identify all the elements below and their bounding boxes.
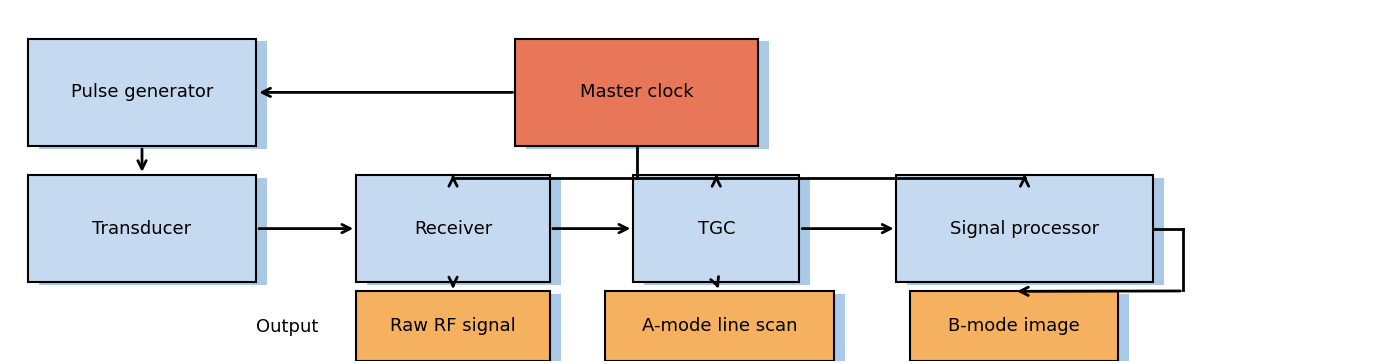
FancyBboxPatch shape xyxy=(910,291,1118,361)
FancyBboxPatch shape xyxy=(516,39,758,146)
Text: TGC: TGC xyxy=(697,219,734,238)
Text: Transducer: Transducer xyxy=(92,219,192,238)
FancyBboxPatch shape xyxy=(367,178,561,285)
FancyBboxPatch shape xyxy=(907,178,1164,285)
FancyBboxPatch shape xyxy=(644,178,811,285)
Text: A-mode line scan: A-mode line scan xyxy=(643,317,797,335)
FancyBboxPatch shape xyxy=(526,41,769,149)
Text: Receiver: Receiver xyxy=(415,219,492,238)
FancyBboxPatch shape xyxy=(896,175,1153,282)
Text: Output: Output xyxy=(256,318,319,336)
FancyBboxPatch shape xyxy=(356,175,549,282)
Text: Pulse generator: Pulse generator xyxy=(71,83,213,102)
FancyBboxPatch shape xyxy=(28,39,256,146)
FancyBboxPatch shape xyxy=(921,294,1129,364)
Text: Master clock: Master clock xyxy=(580,83,694,102)
FancyBboxPatch shape xyxy=(39,178,267,285)
Text: Signal processor: Signal processor xyxy=(950,219,1099,238)
FancyBboxPatch shape xyxy=(633,175,800,282)
FancyBboxPatch shape xyxy=(356,291,549,361)
FancyBboxPatch shape xyxy=(367,294,561,364)
Text: Raw RF signal: Raw RF signal xyxy=(389,317,516,335)
FancyBboxPatch shape xyxy=(605,291,835,361)
FancyBboxPatch shape xyxy=(28,175,256,282)
FancyBboxPatch shape xyxy=(616,294,846,364)
FancyBboxPatch shape xyxy=(39,41,267,149)
Text: B-mode image: B-mode image xyxy=(949,317,1079,335)
